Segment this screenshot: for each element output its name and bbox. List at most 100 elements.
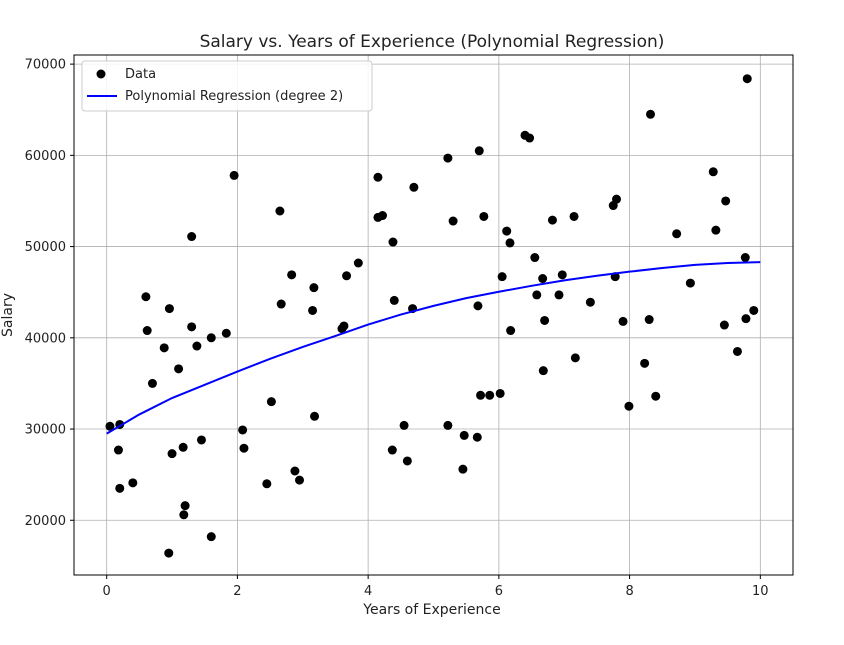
data-point [275, 206, 285, 216]
y-axis-ticks: 20000 30000 40000 50000 60000 70000 [25, 58, 74, 529]
data-point [115, 483, 125, 493]
data-point [342, 271, 352, 281]
data-point [448, 216, 458, 226]
data-point [474, 146, 484, 156]
data-point [192, 341, 202, 351]
data-point [459, 430, 469, 440]
data-point [206, 532, 216, 542]
data-point [238, 425, 248, 435]
legend-label-data: Data [125, 67, 156, 82]
data-point [373, 172, 383, 182]
data-point [443, 153, 453, 163]
data-point [388, 237, 398, 247]
data-point [142, 326, 152, 336]
data-point [473, 301, 483, 311]
data-point [308, 305, 318, 315]
y-tick-label: 50000 [25, 240, 66, 255]
data-point [295, 475, 305, 485]
data-point [741, 314, 751, 324]
legend-label-regression: Polynomial Regression (degree 2) [125, 89, 343, 104]
y-tick-label: 20000 [25, 514, 66, 529]
data-point [187, 322, 197, 332]
data-point [749, 305, 759, 315]
data-point [612, 194, 622, 204]
regression-line [106, 261, 761, 435]
data-point [239, 443, 249, 453]
data-point [147, 378, 157, 388]
data-point [640, 358, 650, 368]
data-point [530, 253, 540, 263]
data-point [159, 343, 169, 353]
x-tick-label: 2 [233, 584, 241, 599]
x-tick-label: 6 [495, 584, 503, 599]
data-point [387, 445, 397, 455]
data-point [479, 211, 489, 221]
data-point [105, 421, 115, 431]
data-point [179, 510, 189, 520]
data-point [742, 74, 752, 84]
data-point [174, 364, 184, 374]
x-tick-label: 0 [103, 584, 111, 599]
data-point [505, 238, 515, 248]
data-point [262, 479, 272, 489]
axes-frame [73, 54, 794, 576]
data-point [538, 274, 548, 284]
data-point [540, 315, 550, 325]
data-point [495, 388, 505, 398]
data-point [458, 464, 468, 474]
data-point [538, 366, 548, 376]
data-point [472, 432, 482, 442]
data-point [570, 353, 580, 363]
data-point [721, 196, 731, 206]
data-point [266, 397, 276, 407]
data-point [732, 346, 742, 356]
data-point [167, 449, 177, 459]
y-axis-label: Salary [0, 293, 16, 337]
grid-lines [74, 55, 793, 575]
data-point [644, 315, 654, 325]
data-point [443, 420, 453, 430]
x-tick-label: 4 [364, 584, 372, 599]
data-point [221, 328, 231, 338]
data-point [402, 456, 412, 466]
data-point [276, 299, 286, 309]
data-point [287, 270, 297, 280]
data-point [164, 548, 174, 558]
y-tick-label: 70000 [25, 58, 66, 73]
data-point [585, 297, 595, 307]
data-point [485, 390, 495, 400]
data-point [525, 133, 535, 143]
data-point [618, 316, 628, 326]
data-point [719, 320, 729, 330]
data-point [339, 321, 349, 331]
data-point [290, 466, 300, 476]
data-point [310, 411, 320, 421]
legend-marker-data [96, 69, 106, 79]
x-axis-label: Years of Experience [362, 602, 500, 618]
plot-area [105, 74, 761, 558]
data-point [128, 478, 138, 488]
data-point [141, 292, 151, 302]
data-point [378, 211, 388, 221]
data-point [409, 182, 419, 192]
data-point [113, 445, 123, 455]
legend: Data Polynomial Regression (degree 2) [81, 60, 373, 112]
x-tick-label: 10 [752, 584, 769, 599]
data-point [672, 229, 682, 239]
data-point [229, 170, 239, 180]
data-point [164, 304, 174, 314]
legend-box [81, 60, 373, 112]
data-point [178, 442, 188, 452]
x-axis-ticks: 0 2 4 6 8 10 [103, 575, 769, 599]
data-point [476, 390, 486, 400]
data-point [389, 295, 399, 305]
data-point [711, 225, 721, 235]
data-point [309, 283, 319, 293]
y-tick-label: 60000 [25, 149, 66, 164]
data-point [532, 290, 542, 300]
data-point [187, 232, 197, 242]
data-point [708, 167, 718, 177]
data-point [353, 258, 363, 268]
data-point [206, 333, 216, 343]
